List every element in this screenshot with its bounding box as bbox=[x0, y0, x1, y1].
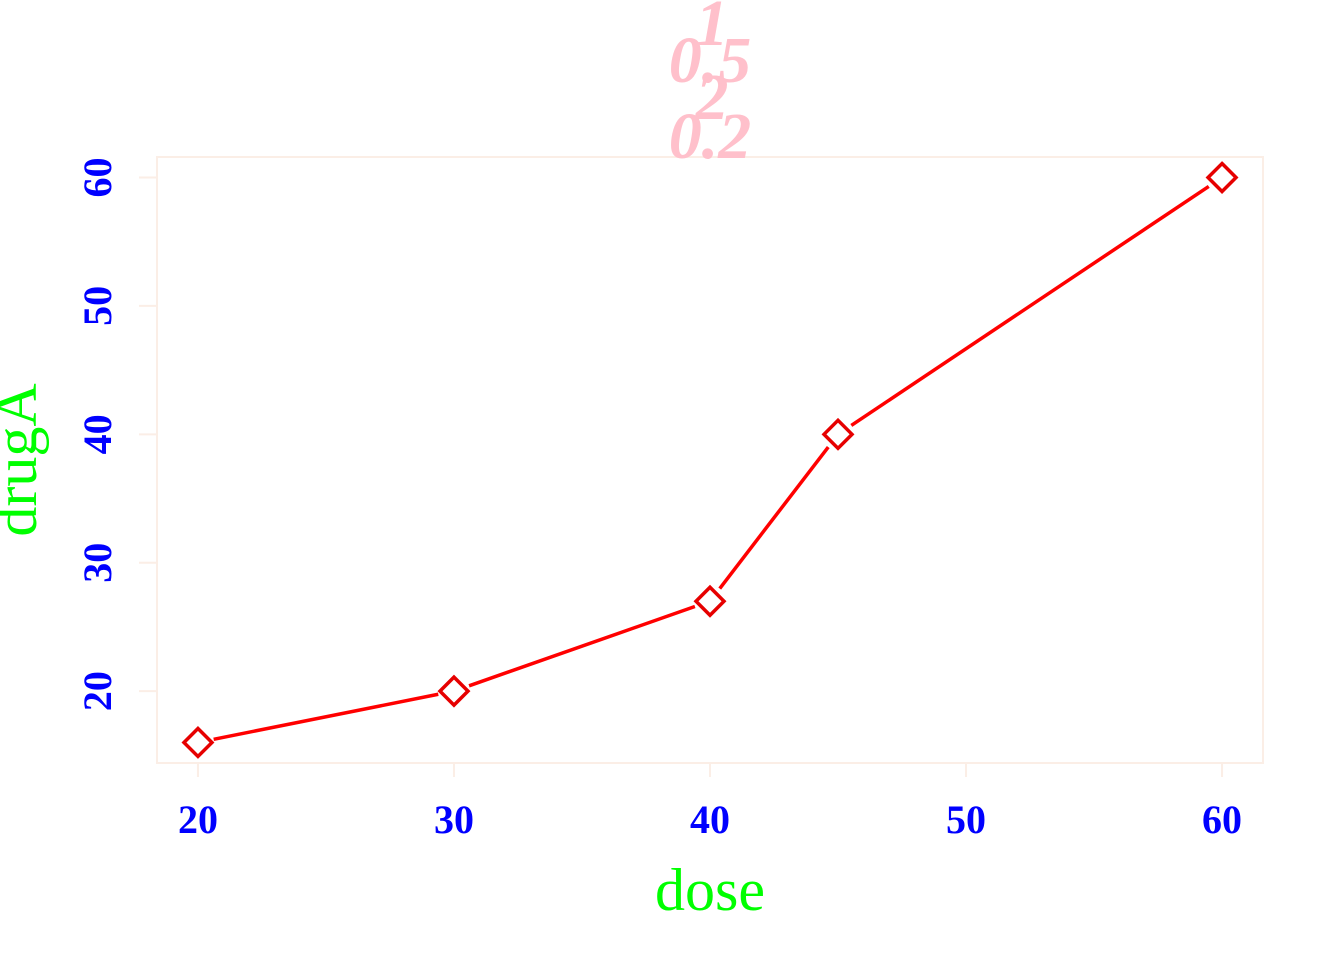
x-tick-label: 20 bbox=[178, 797, 218, 842]
series-drugA bbox=[181, 161, 1239, 759]
y-tick-label: 60 bbox=[75, 158, 120, 198]
y-tick-label: 30 bbox=[75, 543, 120, 583]
y-axis-label: drugA bbox=[0, 383, 49, 536]
x-tick-label: 30 bbox=[434, 797, 474, 842]
series-line-segment bbox=[718, 445, 830, 590]
chart-title: 1 0.5 2 0.2 bbox=[669, 0, 752, 173]
series-line-segment bbox=[213, 692, 439, 742]
data-point bbox=[821, 417, 855, 451]
title-line-1: 1 bbox=[696, 0, 729, 60]
y-tick-label: 50 bbox=[75, 286, 120, 326]
x-tick-label: 60 bbox=[1202, 797, 1242, 842]
y-axis: 20 30 40 50 60 bbox=[75, 158, 157, 711]
series-line-segment bbox=[468, 604, 696, 688]
title-line-3: 2 bbox=[695, 61, 729, 134]
x-tick-label: 50 bbox=[946, 797, 986, 842]
data-point bbox=[181, 725, 215, 759]
data-point bbox=[437, 674, 471, 708]
plot-frame bbox=[156, 156, 1264, 764]
data-point bbox=[693, 584, 727, 618]
x-axis: 20 30 40 50 60 bbox=[178, 763, 1242, 842]
title-line-4: 0.2 bbox=[669, 100, 752, 173]
y-tick-label: 20 bbox=[75, 671, 120, 711]
x-tick-label: 40 bbox=[690, 797, 730, 842]
series-line-segment bbox=[850, 184, 1210, 427]
x-axis-label: dose bbox=[655, 857, 765, 923]
title-line-2: 0.5 bbox=[669, 24, 752, 97]
data-point bbox=[1205, 161, 1239, 195]
y-tick-label: 40 bbox=[75, 414, 120, 454]
